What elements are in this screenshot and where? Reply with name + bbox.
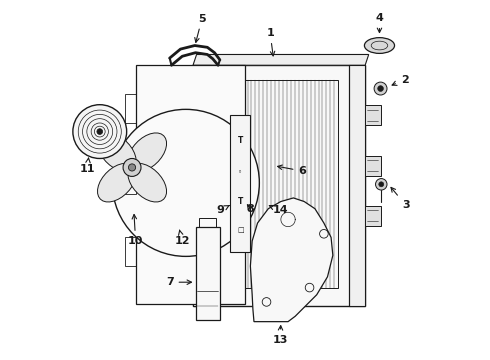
- Polygon shape: [250, 198, 333, 321]
- Text: 11: 11: [79, 158, 95, 174]
- Text: 12: 12: [174, 230, 190, 246]
- Circle shape: [123, 158, 141, 176]
- Polygon shape: [98, 163, 136, 202]
- Text: 7: 7: [166, 277, 192, 287]
- Polygon shape: [349, 65, 365, 306]
- Polygon shape: [128, 163, 167, 202]
- Polygon shape: [136, 65, 245, 304]
- Polygon shape: [193, 65, 365, 306]
- Polygon shape: [196, 226, 220, 320]
- Circle shape: [378, 86, 383, 91]
- Polygon shape: [128, 133, 167, 172]
- Polygon shape: [365, 206, 381, 226]
- Circle shape: [375, 179, 387, 190]
- Polygon shape: [365, 156, 381, 176]
- Text: 10: 10: [128, 215, 143, 246]
- Circle shape: [128, 164, 136, 171]
- Text: 8: 8: [246, 204, 254, 214]
- Ellipse shape: [365, 38, 394, 53]
- Circle shape: [112, 109, 259, 256]
- Text: 3: 3: [391, 188, 410, 210]
- Circle shape: [97, 129, 102, 134]
- Text: 6: 6: [278, 165, 306, 176]
- Text: T: T: [238, 136, 243, 145]
- Circle shape: [374, 82, 387, 95]
- Polygon shape: [193, 65, 211, 306]
- Polygon shape: [193, 54, 368, 65]
- Text: 13: 13: [272, 326, 288, 345]
- Text: 5: 5: [195, 14, 206, 42]
- Polygon shape: [98, 133, 136, 172]
- Polygon shape: [230, 116, 250, 252]
- Circle shape: [379, 182, 384, 187]
- Polygon shape: [179, 157, 193, 175]
- Polygon shape: [179, 107, 193, 125]
- Text: 1: 1: [266, 28, 275, 56]
- Circle shape: [73, 105, 126, 158]
- Text: 4: 4: [375, 13, 383, 32]
- Text: ◦: ◦: [238, 170, 243, 176]
- Text: 9: 9: [216, 206, 229, 216]
- Text: 2: 2: [392, 75, 409, 85]
- Text: 14: 14: [269, 206, 288, 216]
- Text: T: T: [238, 197, 243, 206]
- Text: □: □: [237, 227, 244, 233]
- Polygon shape: [365, 105, 381, 126]
